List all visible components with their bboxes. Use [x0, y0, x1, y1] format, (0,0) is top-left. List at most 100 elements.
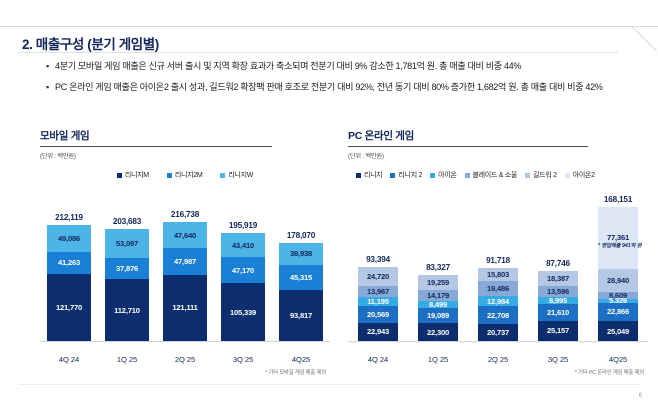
bar-segment[interactable]: 14,179: [418, 289, 458, 302]
bar-segment[interactable]: 37,876: [105, 258, 149, 280]
bar-segment[interactable]: 22,300: [418, 323, 458, 341]
chart-area-pc: 93,394 24,720 13,967 11,195 20,569 22,943 83,3…: [348, 193, 648, 376]
bar-column[interactable]: 93,394 24,720 13,967 11,195 20,569 22,943: [348, 193, 408, 341]
bar-column[interactable]: 195,919 43,410 47,170 105,339: [214, 193, 272, 341]
x-axis-labels-mobile: 4Q 24 1Q 25 2Q 25 3Q 25 4Q25: [40, 355, 330, 364]
bar-segment[interactable]: 47,640: [163, 222, 207, 249]
bar-segment[interactable]: 105,339: [221, 283, 265, 341]
bar-segment[interactable]: 43,410: [221, 233, 265, 258]
bar-segment[interactable]: 49,086: [47, 224, 91, 252]
bar-segment-label: 47,640: [173, 230, 197, 240]
bar-segment[interactable]: 20,569: [358, 306, 398, 323]
bar-segment-label: 47,987: [173, 256, 197, 266]
bar-column[interactable]: 212,119 49,086 41,263 121,770: [40, 193, 98, 341]
legend-item[interactable]: 아이온2: [564, 170, 595, 180]
bar-segment[interactable]: 13,596: [538, 285, 578, 297]
bar-column[interactable]: 87,746 18,387 13,596 8,995 21,610 25,157: [528, 193, 588, 341]
x-axis-label: 1Q 25: [427, 355, 449, 364]
bar-column[interactable]: 91,718 15,803 19,486 12,984 22,708 20,737: [468, 193, 528, 341]
bar-segment[interactable]: 112,710: [105, 279, 149, 341]
bar-segment-label: 93,817: [289, 310, 313, 320]
bullet-list: ▪ 4분기 모바일 게임 매출은 신규 서버 출시 및 지역 확장 효과가 축소…: [46, 60, 646, 102]
bar-segment[interactable]: 25,157: [538, 320, 578, 341]
legend-swatch-icon: [430, 172, 436, 178]
legend-label: 아이온2: [572, 172, 595, 179]
legend-item[interactable]: 길드워 2: [525, 170, 557, 180]
bar-segment-label: 43,410: [231, 240, 255, 250]
bar-segment-label: 19,259: [426, 277, 450, 287]
bar-segment-label: 11,195: [367, 297, 389, 307]
bar-segment[interactable]: 8,499: [418, 300, 458, 309]
bar-column[interactable]: 83,327 19,259 14,179 8,499 19,089 22,300: [408, 193, 468, 341]
bar-segment[interactable]: 45,315: [279, 264, 323, 290]
bar-column[interactable]: 168,151 77,361 * 영업매출 941억 원 28,940 8,609 5,3…: [588, 193, 648, 341]
bar-segment[interactable]: 22,708: [478, 306, 518, 325]
bar-segment[interactable]: 22,866: [598, 302, 638, 322]
bar-segment-label: 20,569: [366, 310, 390, 320]
legend-label: 블레이드 & 소울: [472, 172, 518, 179]
legend-item[interactable]: 아이온: [430, 170, 457, 180]
bar-group-mobile: 212,119 49,086 41,263 121,770 203,683 53,097 3…: [40, 193, 330, 341]
bar-segment[interactable]: 15,803: [478, 267, 518, 281]
legend-swatch-icon: [166, 172, 172, 178]
bar-total-label: 83,327: [426, 262, 450, 272]
bar-segment-label: 22,866: [606, 307, 630, 317]
bar-segment[interactable]: 121,111: [163, 274, 207, 341]
bullet-marker-icon: ▪: [46, 61, 50, 71]
bar-segment[interactable]: 93,817: [279, 289, 323, 341]
bar-segment[interactable]: 38,938: [279, 243, 323, 265]
x-axis-label: 3Q 25: [232, 355, 254, 364]
bar-segment-label: 8,995: [548, 295, 567, 305]
bar-segment[interactable]: 24,720: [358, 266, 398, 287]
bar-segment-label: 77,361: [606, 233, 630, 243]
bar-segment-label: 121,770: [55, 303, 83, 313]
bar-segment[interactable]: 53,097: [105, 229, 149, 259]
bar-segment-label: 8,609: [608, 290, 627, 300]
legend-item[interactable]: 리니지M: [116, 170, 149, 180]
legend-item[interactable]: 리니지: [356, 170, 383, 180]
bar-segment[interactable]: 19,259: [418, 274, 458, 290]
bar-segment[interactable]: 121,770: [47, 274, 91, 341]
bar-segment[interactable]: 77,361 * 영업매출 941억 원: [598, 207, 642, 269]
bar-segment[interactable]: 28,940: [598, 268, 638, 292]
bar-stack: 77,361 * 영업매출 941억 원 28,940 8,609 5,326 22,86…: [598, 207, 642, 341]
bar-stack: 18,387 13,596 8,995 21,610 25,157: [538, 271, 578, 341]
chart-unit-pc: (단위 : 백만원): [348, 153, 384, 160]
bar-segment[interactable]: 47,987: [163, 248, 207, 275]
chart-unit-mobile: (단위 : 백만원): [40, 153, 76, 160]
bar-segment[interactable]: 20,737: [478, 324, 518, 341]
bar-segment[interactable]: 22,943: [358, 322, 398, 341]
bar-column[interactable]: 178,070 38,938 45,315 93,817: [272, 193, 330, 341]
bar-stack: 19,259 14,179 8,499 19,089 22,300: [418, 274, 458, 341]
legend-swatch-icon: [564, 172, 570, 178]
legend-item[interactable]: 리니지 2: [390, 170, 422, 180]
chart-panel-mobile: 모바일 게임 (단위 : 백만원) 리니지M 리니지2M 리니지W 212,119 4…: [40, 128, 330, 376]
bar-segment[interactable]: 12,984: [478, 296, 518, 307]
bar-segment-label: 12,984: [486, 296, 510, 306]
legend-item[interactable]: 블레이드 & 소울: [464, 170, 518, 180]
legend-item[interactable]: 리니지W: [220, 170, 253, 180]
bar-segment[interactable]: 47,170: [221, 257, 265, 284]
bar-segment[interactable]: 8,609: [598, 290, 638, 300]
bar-segment[interactable]: 41,263: [47, 251, 91, 275]
bar-segment[interactable]: 13,967: [358, 286, 398, 298]
bar-column[interactable]: 216,738 47,640 47,987 121,111: [156, 193, 214, 341]
bar-segment[interactable]: 11,195: [358, 297, 398, 306]
bar-segment-label: 19,486: [486, 283, 510, 293]
bar-segment-label: 14,179: [426, 291, 450, 301]
bar-segment[interactable]: 21,610: [538, 303, 578, 321]
bar-segment[interactable]: 19,089: [418, 308, 458, 324]
legend-swatch-icon: [220, 172, 226, 178]
bar-segment-label: 13,967: [366, 287, 390, 297]
bar-segment-label: 112,710: [114, 305, 140, 315]
bar-column[interactable]: 203,683 53,097 37,876 112,710: [98, 193, 156, 341]
title-underline: [18, 52, 618, 53]
bar-segment[interactable]: 18,387: [538, 271, 578, 286]
legend-item[interactable]: 리니지2M: [166, 170, 203, 180]
bar-segment[interactable]: 19,486: [478, 280, 518, 297]
bar-segment-label: 121,111: [172, 303, 198, 313]
bar-segment[interactable]: 8,995: [538, 295, 578, 305]
bar-segment[interactable]: 5,326: [598, 296, 638, 305]
list-item: ▪ PC 온라인 게임 매출은 아이온2 출시 성과, 길드워2 확장팩 판매 …: [46, 81, 646, 94]
bar-segment[interactable]: 25,049: [598, 321, 638, 341]
